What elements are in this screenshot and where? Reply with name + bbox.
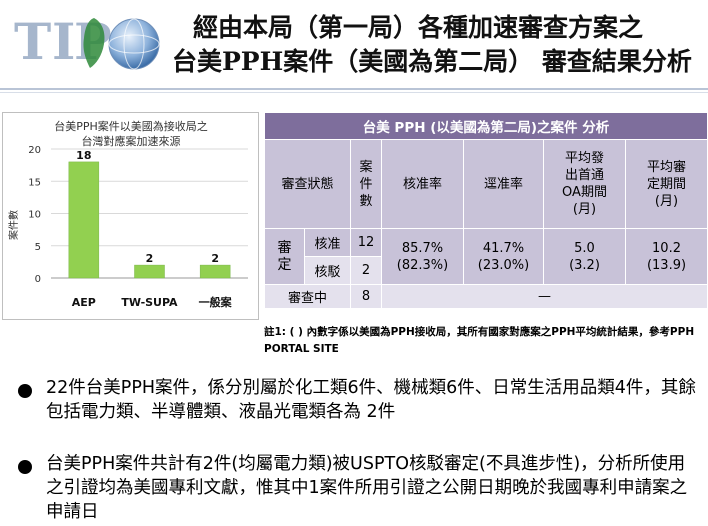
chart-x-tick-label: AEP	[72, 296, 96, 309]
cell-avg-first-oa: 5.0 (3.2)	[543, 228, 626, 285]
bar-chart-svg: 台美PPH案件以美國為接收局之 台灣對應案加速來源 案件數 0 5 10 15 20 18…	[7, 119, 248, 309]
bar-chart: 台美PPH案件以美國為接收局之 台灣對應案加速來源 案件數 0 5 10 15 20 18…	[2, 112, 259, 320]
header-reject-rate: 逕准率	[463, 139, 544, 229]
chart-title-line1: 台美PPH案件以美國為接收局之	[54, 119, 208, 133]
table-title: 台美 PPH (以美國為第二局)之案件 分析	[263, 112, 708, 140]
row-count-pending: 8	[350, 284, 382, 309]
tipo-logo: T I P	[12, 8, 162, 80]
row-count-approved: 12	[350, 228, 382, 257]
chart-y-axis-label: 案件數	[7, 210, 20, 240]
row-label-pending: 審查中	[264, 284, 351, 309]
header-status-text: 審查狀態	[281, 176, 334, 192]
pph-analysis-table: 台美 PPH (以美國為第二局)之案件 分析 審查狀態 案 件 數 核准率 逕准…	[263, 112, 708, 309]
bullet-dot	[18, 384, 32, 398]
globe-icon	[108, 18, 160, 70]
chart-y-tick-label: 5	[35, 242, 41, 253]
table-footnote: 註1: ( ) 內數字係以美國為PPH接收局，其所有國家對應案之PPH平均統計結…	[264, 326, 695, 355]
logo-letter-t: T	[14, 12, 52, 71]
group-label-decided: 審 定	[264, 228, 305, 285]
header-avg-first-oa: 平均發 出首通 OA期間 (月)	[543, 139, 626, 229]
chart-data-label: 2	[146, 252, 154, 265]
header-status: 審查狀態	[264, 139, 351, 229]
cell-reject-rate: 41.7% (23.0%)	[463, 228, 544, 285]
chart-bar	[68, 161, 100, 279]
reject-rate-reference: (23.0%)	[477, 257, 530, 273]
row-count-rejected: 2	[350, 256, 382, 285]
header-approve-rate: 核准率	[381, 139, 464, 229]
header-period-line: 定期間	[647, 176, 687, 192]
header-divider-thin	[0, 92, 708, 93]
header-divider	[0, 88, 708, 90]
chart-y-tick-label: 20	[28, 145, 41, 156]
reject-rate-value: 41.7%	[482, 240, 525, 256]
bullet-dot	[18, 460, 32, 474]
group-label-char: 審	[277, 239, 292, 256]
logo-letter-i: I	[52, 12, 76, 71]
bullet-text-categories: 22件台美PPH案件，係分別屬於化工類6件、機械類6件、日常生活用品類4件，其餘…	[46, 378, 696, 422]
header-count: 案 件 數	[350, 139, 382, 229]
header-period-line: 平均審	[647, 159, 687, 175]
page-title-line2: 台美PPH案件（美國為第二局） 審查結果分析	[172, 47, 692, 76]
chart-x-tick-label: 一般案	[199, 295, 233, 309]
chart-y-tick-label: 10	[28, 210, 41, 221]
chart-bar	[134, 264, 165, 279]
header-avg-period: 平均審 定期間 (月)	[624, 139, 708, 229]
bullet-text-rejections: 台美PPH案件共計有2件(均屬電力類)被USPTO核駁審定(不具進步性)，分析所…	[46, 454, 688, 522]
taiwan-island-icon	[83, 18, 105, 68]
chart-bar	[199, 264, 231, 279]
row-label-rejected: 核駁	[304, 256, 351, 285]
header-period-line: (月)	[654, 193, 679, 209]
cell-approve-rate: 85.7% (82.3%)	[381, 228, 464, 285]
approve-rate-value: 85.7%	[401, 240, 444, 256]
chart-title-line2: 台灣對應案加速來源	[82, 134, 181, 148]
header-oa-line: (月)	[572, 202, 597, 217]
group-label-char: 定	[277, 256, 292, 273]
avg-first-oa-reference: (3.2)	[569, 257, 600, 273]
header-oa-line: 出首通	[564, 168, 604, 183]
chart-y-tick-label: 15	[28, 177, 41, 188]
header-count-line: 數	[359, 193, 373, 209]
chart-data-label: 18	[76, 149, 91, 162]
avg-first-oa-value: 5.0	[574, 240, 595, 256]
header-oa-line: OA期間	[562, 185, 607, 200]
avg-period-reference: (13.9)	[646, 257, 687, 273]
chart-y-tick-label: 0	[35, 274, 41, 285]
row-label-approved: 核准	[304, 228, 351, 257]
cell-avg-period: 10.2 (13.9)	[624, 228, 708, 285]
header-count-line: 案	[359, 159, 373, 175]
chart-x-tick-label: TW-SUPA	[121, 296, 178, 309]
approve-rate-reference: (82.3%)	[396, 257, 449, 273]
header-oa-line: 平均發	[564, 151, 604, 166]
avg-period-value: 10.2	[652, 240, 681, 256]
page-title-line1: 經由本局（第一局）各種加速審查方案之	[193, 13, 644, 42]
row-pending-rest: —	[380, 284, 708, 309]
header-count-line: 件	[359, 176, 373, 192]
chart-data-label: 2	[211, 252, 219, 265]
